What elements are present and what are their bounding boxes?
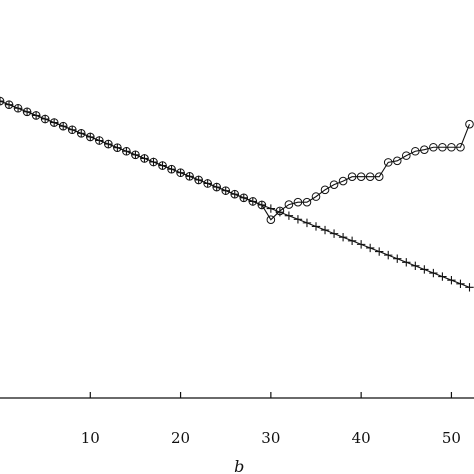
plus-point [302, 218, 312, 228]
circle-point [194, 175, 203, 185]
x-axis-label: b [234, 457, 244, 474]
circle-point [167, 164, 176, 174]
circle-point [429, 142, 438, 152]
circle-point [95, 136, 104, 145]
circle-point [13, 103, 23, 113]
plus-point [320, 225, 330, 235]
plus-point [420, 265, 429, 274]
plus-point [356, 240, 366, 249]
circle-point [203, 179, 212, 188]
circle-point [140, 154, 149, 163]
series-line-circle [0, 100, 471, 221]
circle-point [212, 182, 221, 192]
x-tick-label-10: 10 [81, 429, 100, 447]
circle-point [320, 185, 330, 195]
circle-point [40, 114, 50, 124]
circle-point [149, 157, 158, 167]
plus-point [402, 258, 411, 267]
circle-point [248, 197, 258, 206]
circle-point [176, 168, 185, 178]
plot-area [0, 96, 474, 292]
circle-point [338, 176, 348, 186]
circle-point [76, 129, 86, 138]
plus-point [329, 229, 339, 238]
plus-point [375, 247, 384, 256]
circle-point [158, 161, 167, 170]
plus-point [438, 272, 447, 281]
circle-point [257, 200, 267, 210]
plus-point [447, 275, 456, 285]
plus-point [347, 236, 357, 245]
plus-point [429, 268, 438, 278]
circle-point [383, 158, 393, 167]
circle-point [447, 142, 456, 152]
x-tick-label-50: 50 [442, 429, 461, 447]
plus-point [384, 250, 393, 260]
circle-point [356, 172, 366, 182]
circle-point [239, 193, 249, 203]
circle-point [374, 172, 384, 182]
plus-point [311, 222, 321, 231]
series-circle [0, 96, 474, 224]
circle-point [347, 172, 357, 182]
circle-point [230, 189, 240, 199]
circle-point [438, 142, 447, 152]
plus-point [0, 96, 5, 106]
plus-point [456, 279, 465, 288]
circle-point [311, 192, 321, 201]
circle-point [365, 172, 375, 182]
plus-point [338, 233, 348, 242]
circle-point [221, 186, 231, 195]
plus-point [393, 254, 402, 263]
circle-point [411, 146, 420, 156]
circle-point [31, 111, 41, 120]
circle-point [266, 215, 276, 224]
circle-point [104, 139, 113, 149]
x-tick-label-20: 20 [171, 429, 190, 447]
circle-point [185, 172, 194, 181]
circle-point [0, 96, 5, 106]
circle-point [293, 197, 303, 207]
circle-point [465, 119, 474, 129]
circle-point [4, 100, 14, 109]
circle-point [302, 197, 312, 207]
circle-point [58, 121, 68, 131]
x-axis-ticks: 10 20 30 40 50 [81, 392, 461, 447]
circle-point [49, 118, 59, 127]
circle-point [22, 107, 32, 117]
circle-point [284, 200, 294, 209]
x-tick-label-30: 30 [261, 429, 280, 447]
plus-point [284, 211, 294, 220]
plus-point [411, 261, 420, 271]
circle-point [85, 132, 95, 142]
circle-point [122, 146, 131, 156]
circle-point [113, 143, 122, 152]
plus-point [365, 243, 375, 253]
circle-point [131, 150, 140, 160]
plus-point [465, 283, 474, 292]
circle-point [401, 151, 411, 160]
circle-point [329, 180, 339, 189]
circle-point [420, 145, 429, 154]
circle-point [67, 125, 77, 135]
x-tick-label-40: 40 [352, 429, 371, 447]
circle-point [456, 142, 465, 152]
circle-point [275, 206, 285, 216]
plus-point [266, 204, 276, 213]
plus-point [293, 215, 303, 224]
circle-point [392, 156, 402, 166]
